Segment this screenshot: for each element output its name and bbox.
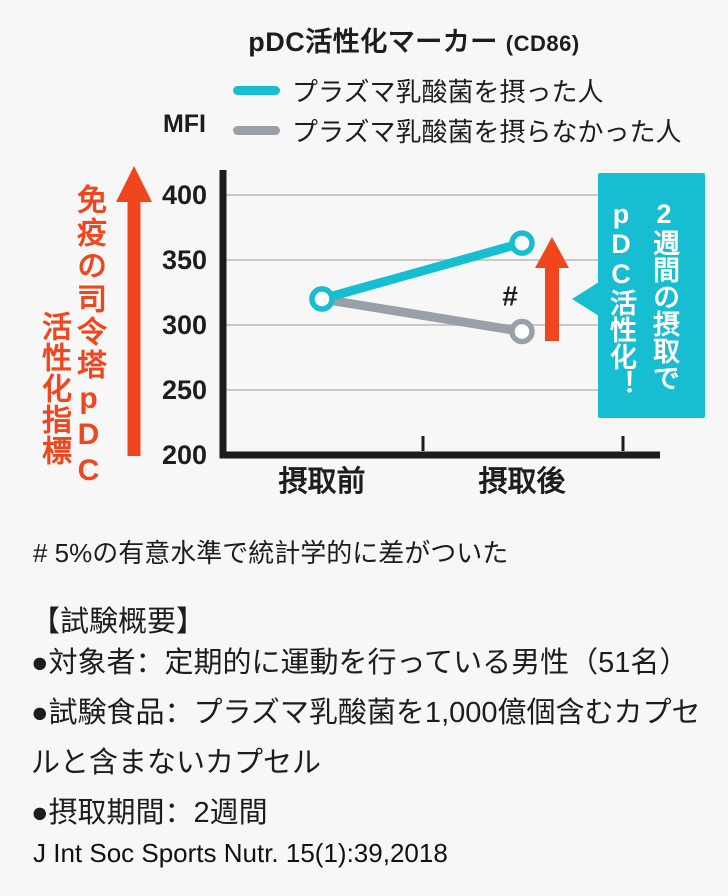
summary-line-food-1: ●試験食品：プラズマ乳酸菌を1,000億個含むカプセ bbox=[31, 697, 701, 729]
svg-text:#: # bbox=[502, 280, 518, 311]
svg-text:摂取後: 摂取後 bbox=[478, 465, 566, 498]
callout-line-2: pDC活性化！ bbox=[606, 199, 636, 397]
legend-item-not-taken: プラズマ乳酸菌を摂らなかった人 bbox=[233, 112, 681, 149]
summary-block: ●対象者：定期的に運動を行っている男性（51名） ●試験食品：プラズマ乳酸菌を1… bbox=[31, 638, 721, 838]
summary-line-period: ●摂取期間：2週間 bbox=[31, 797, 268, 829]
callout-line-1: 2週間の摂取で bbox=[649, 199, 679, 391]
summary-line-food-2: ルと含まないカプセル bbox=[31, 747, 322, 779]
summary-heading: 【試験概要】 bbox=[31, 606, 206, 638]
legend-label: プラズマ乳酸菌を摂らなかった人 bbox=[292, 117, 682, 147]
callout-pointer-icon bbox=[572, 282, 599, 316]
legend-item-taken: プラズマ乳酸菌を摂った人 bbox=[233, 72, 603, 109]
immune-banner-text-1: 免疫の司令塔pDC bbox=[72, 184, 105, 490]
chart-title: pDC活性化マーカー bbox=[248, 27, 498, 57]
callout-bubble: 2週間の摂取で pDC活性化！ bbox=[572, 173, 705, 418]
up-arrow-icon bbox=[116, 166, 152, 456]
svg-text:400: 400 bbox=[162, 180, 207, 210]
svg-text:300: 300 bbox=[162, 310, 207, 340]
y-axis-unit-label: MFI bbox=[162, 110, 206, 138]
chart-title-suffix: (CD86) bbox=[505, 31, 580, 56]
legend-label: プラズマ乳酸菌を摂った人 bbox=[292, 77, 604, 107]
svg-text:350: 350 bbox=[162, 245, 207, 275]
pdc-line-chart: 200 250 300 350 400 摂取前 摂取後 # bbox=[162, 170, 660, 498]
svg-text:250: 250 bbox=[162, 375, 207, 405]
page-title: pDC活性化マーカー (CD86) bbox=[100, 20, 728, 59]
svg-text:200: 200 bbox=[162, 440, 207, 470]
summary-line-subjects: ●対象者：定期的に運動を行っている男性（51名） bbox=[31, 647, 689, 679]
legend-line-swatch-gray bbox=[233, 126, 280, 135]
callout-text: 2週間の摂取で pDC活性化！ bbox=[598, 173, 705, 418]
svg-text:摂取前: 摂取前 bbox=[278, 464, 365, 498]
immune-banner-text-2: 活性化指標 bbox=[37, 311, 70, 466]
significance-footnote: # 5%の有意水準で統計学的に差がついた bbox=[33, 538, 509, 568]
citation-text: J Int Soc Sports Nutr. 15(1):39,2018 bbox=[33, 838, 448, 868]
legend-line-swatch-teal bbox=[233, 86, 280, 95]
